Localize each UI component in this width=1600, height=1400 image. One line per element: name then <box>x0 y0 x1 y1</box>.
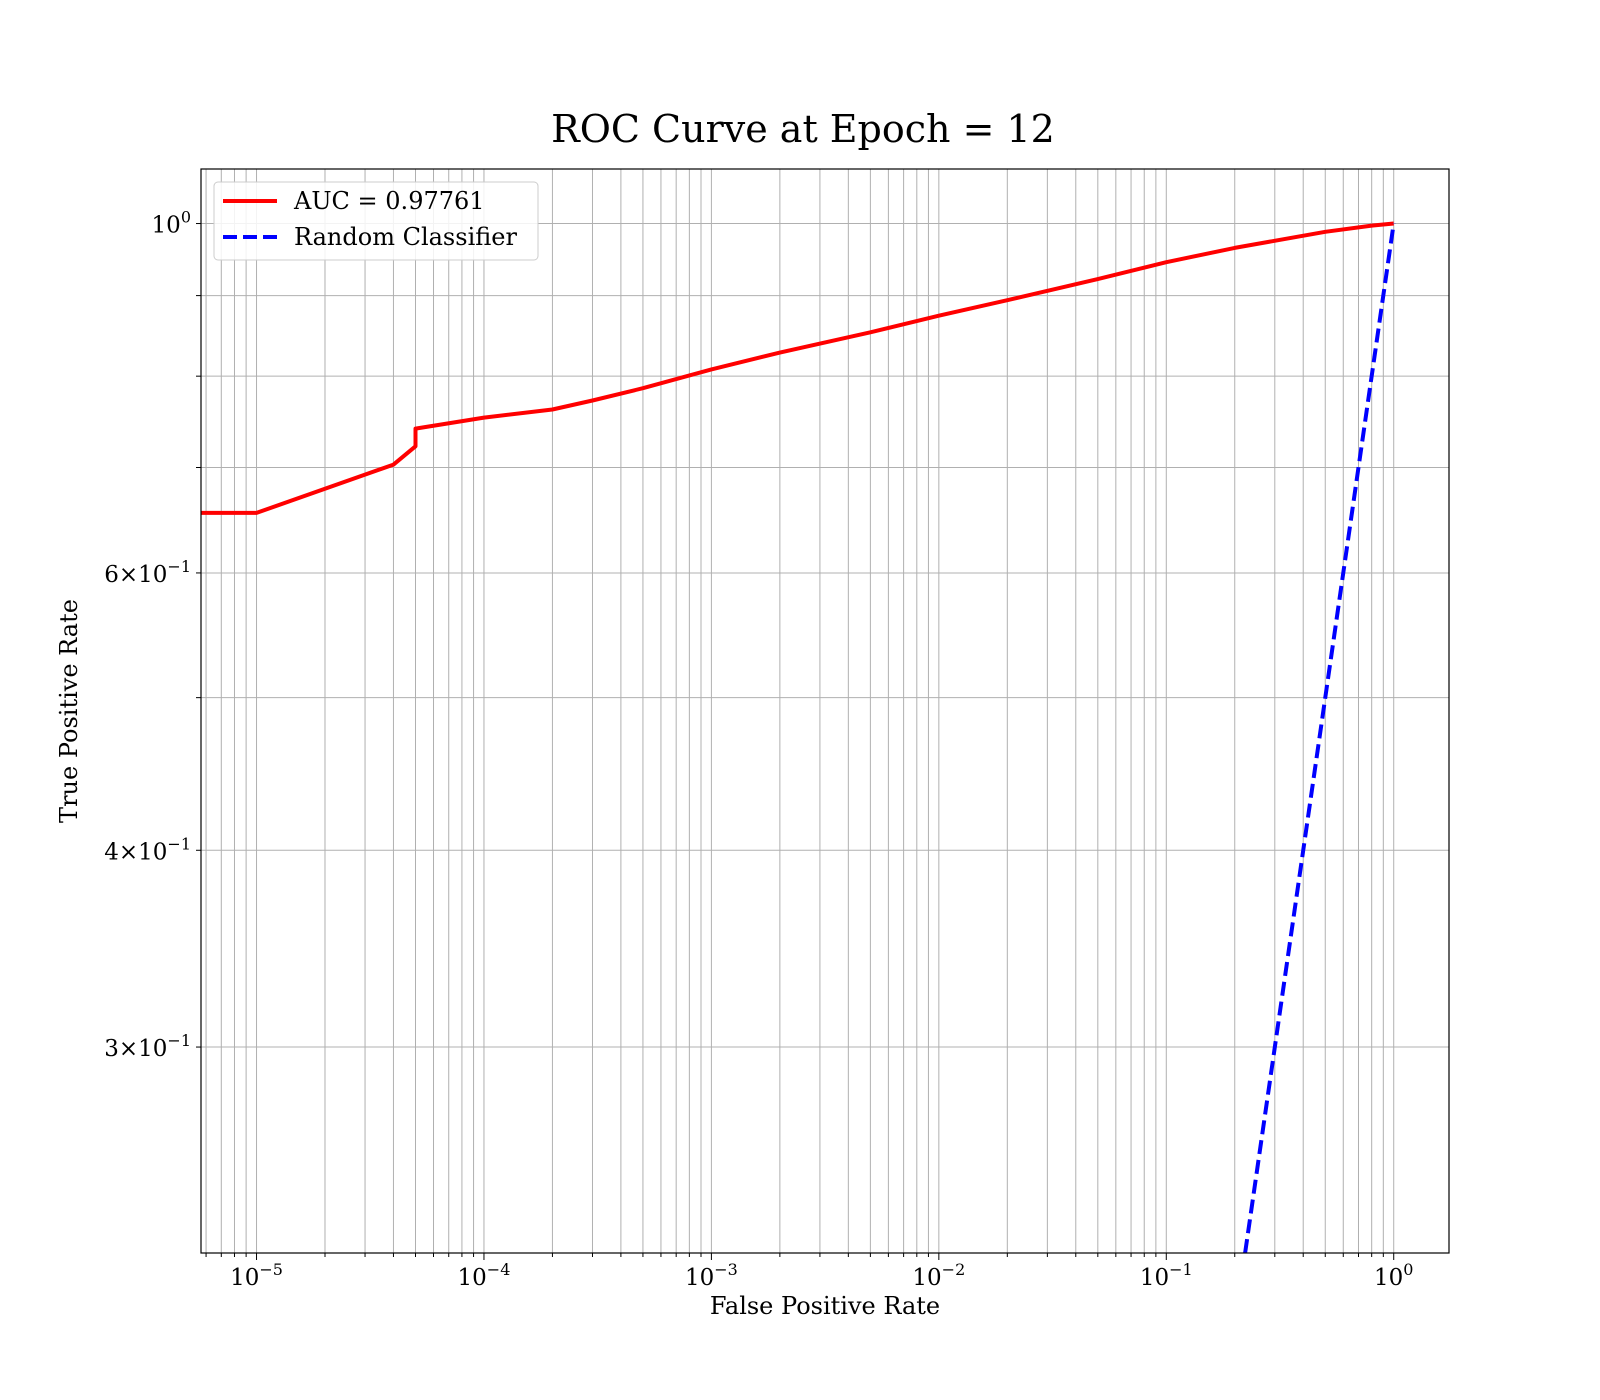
y-tick-label-base: 10 <box>152 213 181 239</box>
legend: AUC = 0.97761 Random Classifier <box>213 181 539 261</box>
x-axis-label: False Positive Rate <box>710 1292 940 1320</box>
axis-ticks: 10−5 10−4 10−3 10−2 10−1 1001006×10−14×10−13×… <box>104 208 1413 1291</box>
x-tick-label-base: 10 <box>685 1265 714 1291</box>
x-tick-label: 10−1 <box>1140 1260 1193 1291</box>
x-tick-label-exponent: −4 <box>487 1260 511 1279</box>
x-tick-label-exponent: −5 <box>259 1260 283 1279</box>
x-tick-label: 10−3 <box>685 1260 738 1291</box>
random-classifier-line <box>1243 223 1396 1253</box>
y-tick-label-mantissa: 6× <box>104 562 138 588</box>
y-tick-label-exponent: −1 <box>167 1031 191 1050</box>
legend-entry-random: Random Classifier <box>294 223 517 251</box>
x-tick-label: 10−5 <box>230 1260 283 1291</box>
legend-box <box>213 181 539 261</box>
y-tick-label-base: 10 <box>138 839 167 865</box>
x-tick-label: 10−4 <box>458 1260 511 1291</box>
y-tick-label-exponent: 0 <box>181 208 191 227</box>
x-tick-label-exponent: 0 <box>1403 1260 1413 1279</box>
series-layer <box>201 221 1396 1253</box>
y-tick-label: 4×10−1 <box>104 834 191 865</box>
x-tick-label: 100 <box>1374 1260 1413 1291</box>
x-tick-label-exponent: −1 <box>1169 1260 1193 1279</box>
y-tick-label-mantissa: 4× <box>104 839 138 865</box>
y-tick-label-exponent: −1 <box>167 557 191 576</box>
x-tick-label-base: 10 <box>912 1265 941 1291</box>
chart-title: ROC Curve at Epoch = 12 <box>551 107 1055 151</box>
y-tick-label-base: 10 <box>138 1036 167 1062</box>
y-tick-label: 100 <box>152 208 191 239</box>
x-tick-label-exponent: −3 <box>714 1260 738 1279</box>
y-axis-label: True Positive Rate <box>55 599 83 823</box>
x-tick-label-base: 10 <box>1140 1265 1169 1291</box>
y-tick-label-base: 10 <box>138 562 167 588</box>
plot-frame <box>200 168 1450 1254</box>
x-tick-label-base: 10 <box>458 1265 487 1291</box>
y-tick-label-mantissa: 3× <box>104 1036 138 1062</box>
y-tick-label: 6×10−1 <box>104 557 191 588</box>
x-tick-label: 10−2 <box>912 1260 965 1291</box>
grid-lines <box>201 169 1449 1253</box>
x-tick-label-base: 10 <box>1374 1265 1403 1291</box>
y-tick-label: 3×10−1 <box>104 1031 191 1062</box>
x-tick-label-exponent: −2 <box>942 1260 966 1279</box>
legend-entry-auc: AUC = 0.97761 <box>293 187 485 215</box>
roc-curve-line <box>201 221 1394 515</box>
y-tick-label-exponent: −1 <box>167 834 191 853</box>
x-tick-label-base: 10 <box>230 1265 259 1291</box>
